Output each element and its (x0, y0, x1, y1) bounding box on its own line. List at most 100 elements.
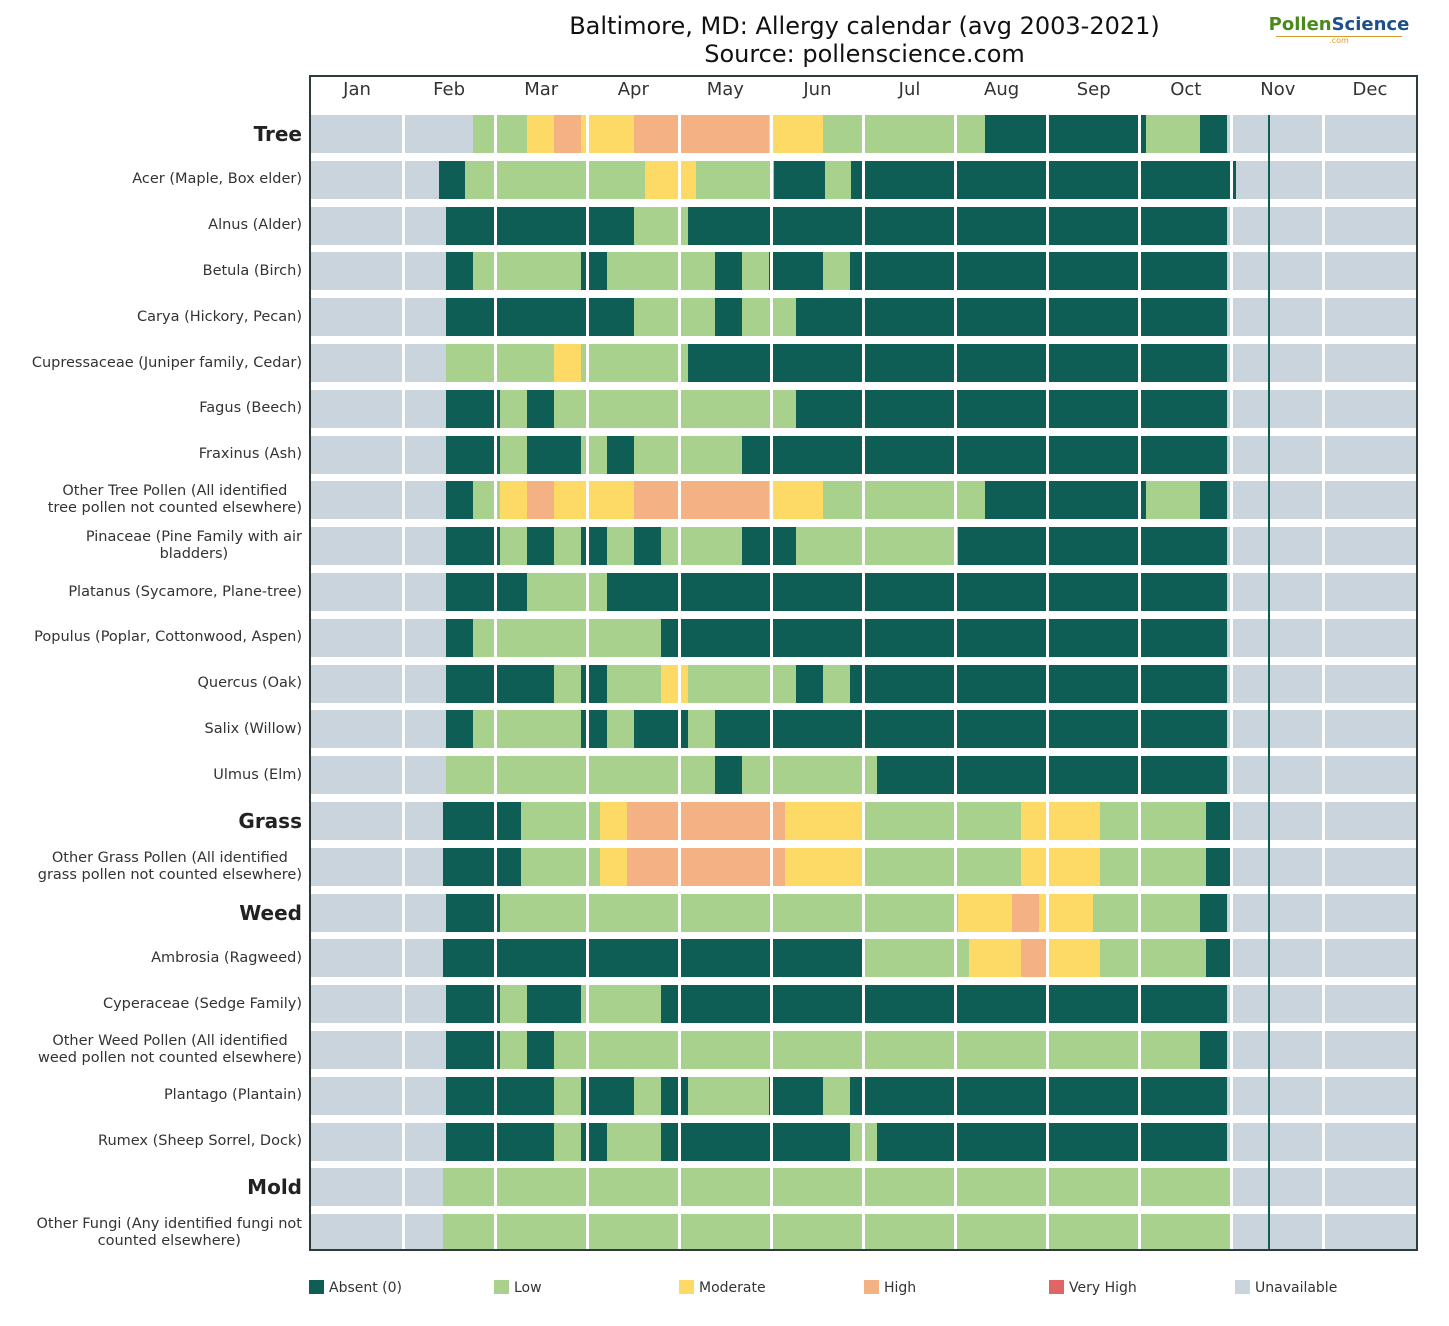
legend-label: Moderate (699, 1280, 766, 1296)
row-label: Fraxinus (Ash) (198, 446, 302, 463)
heat-cell (580, 115, 635, 153)
heat-cell (311, 618, 447, 657)
legend-item: High (864, 1280, 916, 1296)
heat-cell (1227, 893, 1416, 932)
calendar-row (311, 115, 1416, 153)
heat-cell (1227, 115, 1416, 153)
heat-cell (661, 985, 1228, 1024)
row-label: Rumex (Sheep Sorrel, Dock) (98, 1133, 302, 1150)
month-separator (493, 115, 497, 1249)
heat-cell (715, 252, 743, 291)
row-label: Pinaceae (Pine Family with air bladders) (85, 529, 302, 563)
heat-cell (1021, 939, 1049, 978)
heat-cell (1227, 1076, 1416, 1115)
heat-cell (634, 435, 743, 474)
heat-cell (311, 573, 447, 611)
heat-cell (1146, 115, 1201, 153)
heat-cell (311, 1168, 444, 1207)
heat-cell (1021, 847, 1101, 886)
heat-cell (553, 481, 635, 520)
calendar-row (311, 847, 1416, 886)
month-separator (1230, 115, 1234, 1249)
heat-cell (553, 664, 582, 703)
heat-cell (773, 160, 826, 199)
heat-cell (580, 435, 609, 474)
heat-cell (526, 573, 609, 611)
calendar-row (311, 618, 1416, 657)
row-label: Plantago (Plantain) (163, 1087, 302, 1104)
heat-cell (445, 252, 474, 291)
calendar-row (311, 939, 1416, 978)
heat-cell (472, 618, 662, 657)
heat-cell (823, 1076, 851, 1115)
heat-cell (784, 802, 865, 840)
legend-item: Very High (1049, 1280, 1137, 1296)
row-label: Cyperaceae (Sedge Family) (102, 995, 302, 1012)
month-label: Mar (524, 79, 559, 100)
heat-cell (600, 847, 628, 886)
calendar-row (311, 435, 1416, 474)
heat-cell (526, 1031, 555, 1069)
chart-subtitle: Source: pollenscience.com (704, 40, 1025, 68)
heat-cell (553, 389, 797, 428)
calendar-plot: Jan Feb Mar Apr May Jun Jul Aug Sep Oct Nov Dec (309, 75, 1418, 1251)
heat-cell (311, 664, 447, 703)
legend-label: Very High (1069, 1280, 1137, 1296)
heat-cell (850, 1076, 1228, 1115)
row-label: Grass (238, 809, 302, 833)
heat-cell (626, 847, 786, 886)
legend-swatch (1235, 1280, 1250, 1294)
legend-label: Low (514, 1280, 542, 1296)
heat-cell (445, 573, 528, 611)
heat-cell (311, 893, 447, 932)
heat-cell (553, 115, 582, 153)
heat-cell (661, 618, 1228, 657)
month-separator (1138, 115, 1142, 1249)
month-separator (769, 115, 773, 1249)
heat-cell (957, 527, 1228, 566)
calendar-row (311, 985, 1416, 1024)
row-label: Salix (Willow) (204, 720, 303, 737)
heat-cell (823, 252, 851, 291)
heat-cell (311, 939, 444, 978)
heat-cell (499, 985, 528, 1024)
heat-cell (472, 710, 582, 749)
heat-cell (499, 481, 528, 520)
heat-cell (1100, 847, 1207, 886)
legend-label: High (884, 1280, 917, 1296)
heat-cell (769, 481, 824, 520)
heat-cell (1092, 893, 1201, 932)
heat-cell (445, 985, 501, 1024)
heat-cell (634, 298, 716, 337)
month-label: Dec (1352, 79, 1388, 100)
month-separator (585, 115, 589, 1249)
row-label: Other Tree Pollen (All identified tree po… (47, 483, 302, 517)
heat-cell (742, 756, 878, 795)
calendar-row (311, 527, 1416, 566)
heat-cell (445, 1076, 555, 1115)
heat-cell (311, 802, 444, 840)
heat-cell (311, 1214, 444, 1249)
heat-cell (553, 344, 582, 382)
month-label: Oct (1170, 79, 1202, 100)
heat-cell (823, 664, 851, 703)
pollenscience-logo: PollenScience .com (1268, 14, 1410, 45)
heat-cell (742, 435, 1228, 474)
heat-cell (769, 1076, 824, 1115)
heat-cell (1200, 481, 1228, 520)
heat-cell (445, 344, 555, 382)
row-label: Populus (Poplar, Cottonwood, Aspen) (34, 629, 302, 646)
month-separator (954, 115, 958, 1249)
heat-cell (1227, 756, 1416, 795)
heat-cell (445, 893, 501, 932)
row-label: Ambrosia (Ragweed) (151, 949, 302, 966)
heat-cell (661, 1076, 689, 1115)
heat-cell (472, 252, 582, 291)
heat-cell (580, 527, 609, 566)
heat-cell (769, 115, 824, 153)
heat-cell (442, 847, 523, 886)
calendar-row (311, 252, 1416, 291)
heat-cell (1227, 618, 1416, 657)
calendar-row (311, 206, 1416, 245)
legend-item: Absent (0) (309, 1280, 402, 1296)
